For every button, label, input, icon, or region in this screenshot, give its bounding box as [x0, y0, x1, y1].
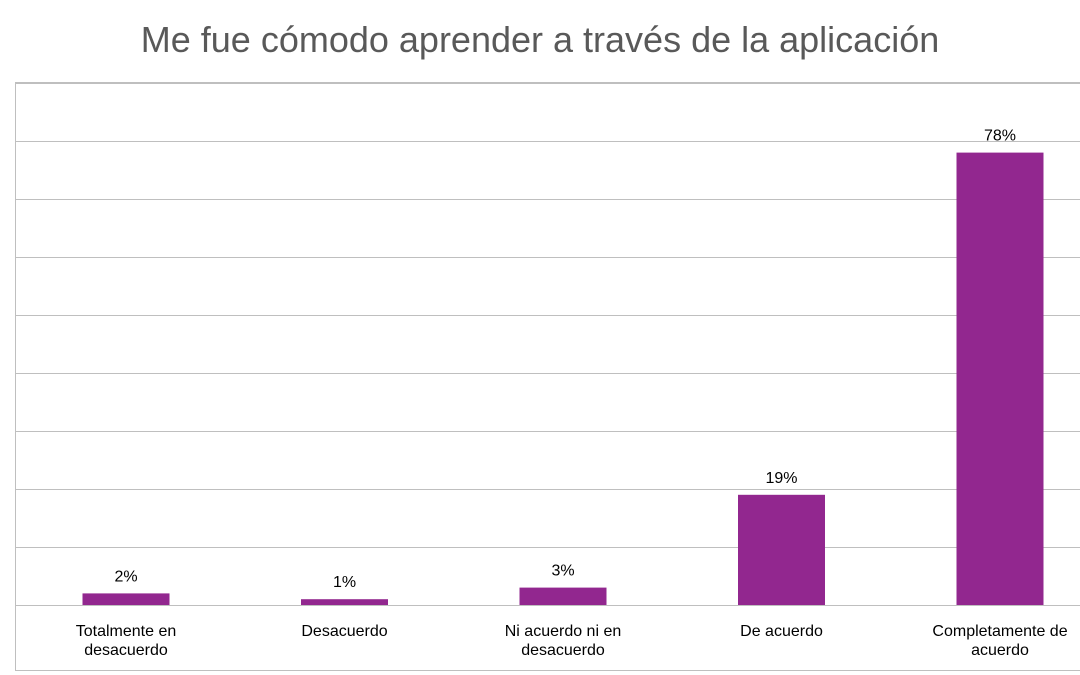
- category-label: De acuerdo: [740, 623, 823, 640]
- category-labels: Totalmente en desacuerdo Desacuerdo Ni acue…: [76, 623, 1068, 659]
- bar: [738, 494, 825, 605]
- category-label: desacuerdo: [84, 642, 168, 659]
- data-label: 19%: [765, 470, 797, 487]
- bars: [82, 152, 1044, 605]
- chart-title: Me fue cómodo aprender a través de la ap…: [141, 19, 939, 60]
- bar: [519, 587, 607, 605]
- data-label: 2%: [114, 568, 137, 585]
- bar: [82, 593, 170, 605]
- data-label: 3%: [551, 563, 574, 580]
- category-label: Totalmente en: [76, 623, 177, 640]
- chart-frame: [15, 82, 1080, 671]
- category-label: acuerdo: [971, 642, 1029, 659]
- value-labels: 2% 1% 3% 19% 78%: [114, 128, 1016, 592]
- category-label: desacuerdo: [521, 642, 605, 659]
- category-label: Completamente de: [932, 623, 1067, 640]
- category-label: Ni acuerdo ni en: [505, 623, 622, 640]
- data-label: 1%: [333, 574, 356, 591]
- bar: [301, 599, 388, 605]
- category-label: Desacuerdo: [301, 623, 387, 640]
- bar: [956, 152, 1044, 605]
- gridlines: [16, 83, 1080, 606]
- data-label: 78%: [984, 128, 1016, 145]
